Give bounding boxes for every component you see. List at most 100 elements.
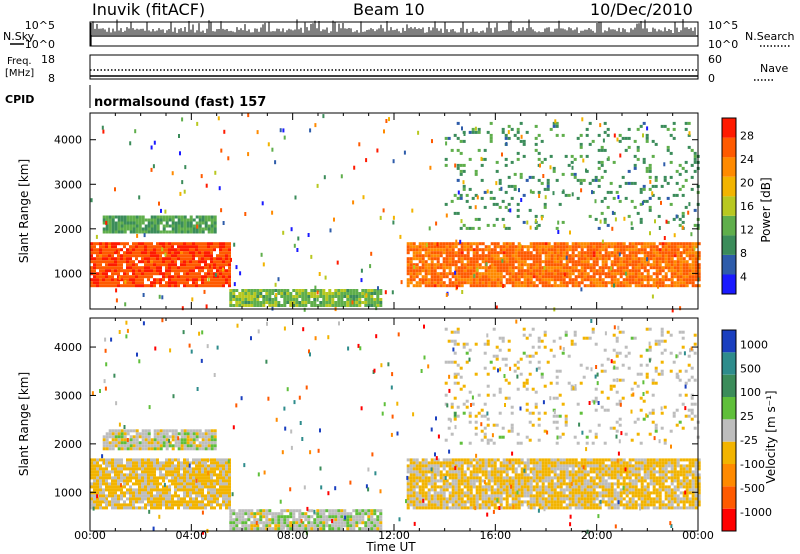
data-cell bbox=[135, 284, 138, 288]
data-cell bbox=[168, 458, 171, 462]
data-cell bbox=[496, 272, 500, 276]
data-cell bbox=[646, 269, 650, 273]
data-cell bbox=[370, 527, 374, 531]
data-cell bbox=[204, 254, 207, 258]
data-cell bbox=[201, 441, 205, 445]
data-cell bbox=[562, 278, 566, 282]
data-cell bbox=[614, 217, 617, 222]
data-cell bbox=[607, 254, 611, 258]
data-cell bbox=[556, 266, 560, 270]
data-cell bbox=[129, 441, 133, 445]
data-cell bbox=[633, 166, 637, 170]
data-cell bbox=[141, 272, 144, 276]
data-cell bbox=[648, 187, 652, 191]
data-cell bbox=[204, 272, 207, 276]
data-cell bbox=[382, 208, 385, 213]
data-cell bbox=[132, 266, 135, 270]
data-cell bbox=[265, 521, 269, 525]
data-cell bbox=[153, 435, 157, 439]
data-cell bbox=[108, 435, 112, 439]
data-cell bbox=[550, 266, 554, 270]
data-cell bbox=[352, 518, 356, 522]
data-cell bbox=[213, 227, 217, 231]
data-cell bbox=[406, 251, 410, 255]
data-cell bbox=[189, 503, 192, 507]
data-cell bbox=[141, 467, 144, 471]
data-cell bbox=[337, 292, 341, 295]
data-cell bbox=[129, 476, 132, 480]
data-cell bbox=[129, 281, 132, 285]
data-cell bbox=[658, 269, 662, 273]
data-cell bbox=[144, 467, 147, 471]
data-cell bbox=[108, 503, 111, 507]
data-cell bbox=[526, 278, 530, 282]
data-cell bbox=[280, 524, 284, 528]
data-cell bbox=[412, 257, 416, 261]
data-cell bbox=[676, 284, 680, 288]
data-cell bbox=[331, 301, 335, 304]
data-cell bbox=[118, 275, 121, 280]
data-cell bbox=[601, 272, 605, 276]
data-cell bbox=[225, 485, 228, 489]
data-cell bbox=[334, 515, 338, 519]
data-cell bbox=[619, 242, 623, 246]
data-cell bbox=[168, 242, 171, 246]
data-cell bbox=[529, 284, 533, 288]
data-cell bbox=[165, 476, 168, 480]
data-cell bbox=[643, 242, 647, 246]
data-cell bbox=[468, 226, 472, 230]
data-cell bbox=[478, 263, 482, 267]
data-cell bbox=[114, 500, 117, 504]
data-cell bbox=[286, 527, 290, 531]
data-cell bbox=[598, 284, 602, 288]
data-cell bbox=[162, 242, 165, 246]
data-cell bbox=[177, 470, 180, 474]
data-cell bbox=[616, 269, 620, 273]
data-cell bbox=[457, 464, 461, 468]
data-cell bbox=[619, 257, 623, 261]
data-cell bbox=[634, 284, 638, 288]
data-cell bbox=[228, 494, 231, 498]
data-cell bbox=[562, 284, 566, 288]
data-cell bbox=[180, 441, 184, 445]
data-cell bbox=[409, 479, 413, 483]
data-cell bbox=[649, 231, 651, 236]
data-cell bbox=[192, 441, 196, 445]
data-cell bbox=[274, 515, 278, 519]
data-cell bbox=[355, 524, 359, 528]
data-cell bbox=[102, 269, 105, 273]
data-cell bbox=[376, 527, 380, 531]
data-cell bbox=[634, 278, 638, 282]
data-cell bbox=[219, 278, 222, 282]
data-cell bbox=[241, 527, 245, 531]
data-cell bbox=[427, 461, 431, 465]
data-cell bbox=[478, 254, 482, 258]
data-cell bbox=[418, 281, 422, 285]
data-cell bbox=[463, 242, 467, 246]
data-cell bbox=[517, 251, 521, 255]
data-cell bbox=[376, 301, 380, 304]
data-cell bbox=[328, 518, 332, 522]
data-cell bbox=[174, 500, 177, 504]
data-cell bbox=[150, 485, 153, 489]
data-cell bbox=[177, 441, 181, 445]
data-cell bbox=[679, 269, 683, 273]
data-cell bbox=[207, 479, 210, 483]
data-cell bbox=[346, 524, 350, 528]
data-cell bbox=[262, 298, 266, 301]
data-cell bbox=[457, 482, 461, 486]
data-cell bbox=[376, 292, 380, 295]
data-cell bbox=[268, 301, 272, 304]
data-cell bbox=[186, 218, 190, 222]
data-cell bbox=[613, 272, 617, 276]
colorbar-tick-label: 12 bbox=[740, 224, 754, 237]
data-cell bbox=[159, 272, 162, 276]
data-cell bbox=[413, 265, 416, 269]
data-cell bbox=[192, 476, 195, 480]
data-cell bbox=[129, 500, 132, 504]
data-cell bbox=[108, 251, 111, 255]
data-cell bbox=[108, 447, 112, 451]
data-cell bbox=[147, 218, 151, 222]
data-cell bbox=[361, 289, 365, 292]
data-cell bbox=[475, 506, 479, 510]
